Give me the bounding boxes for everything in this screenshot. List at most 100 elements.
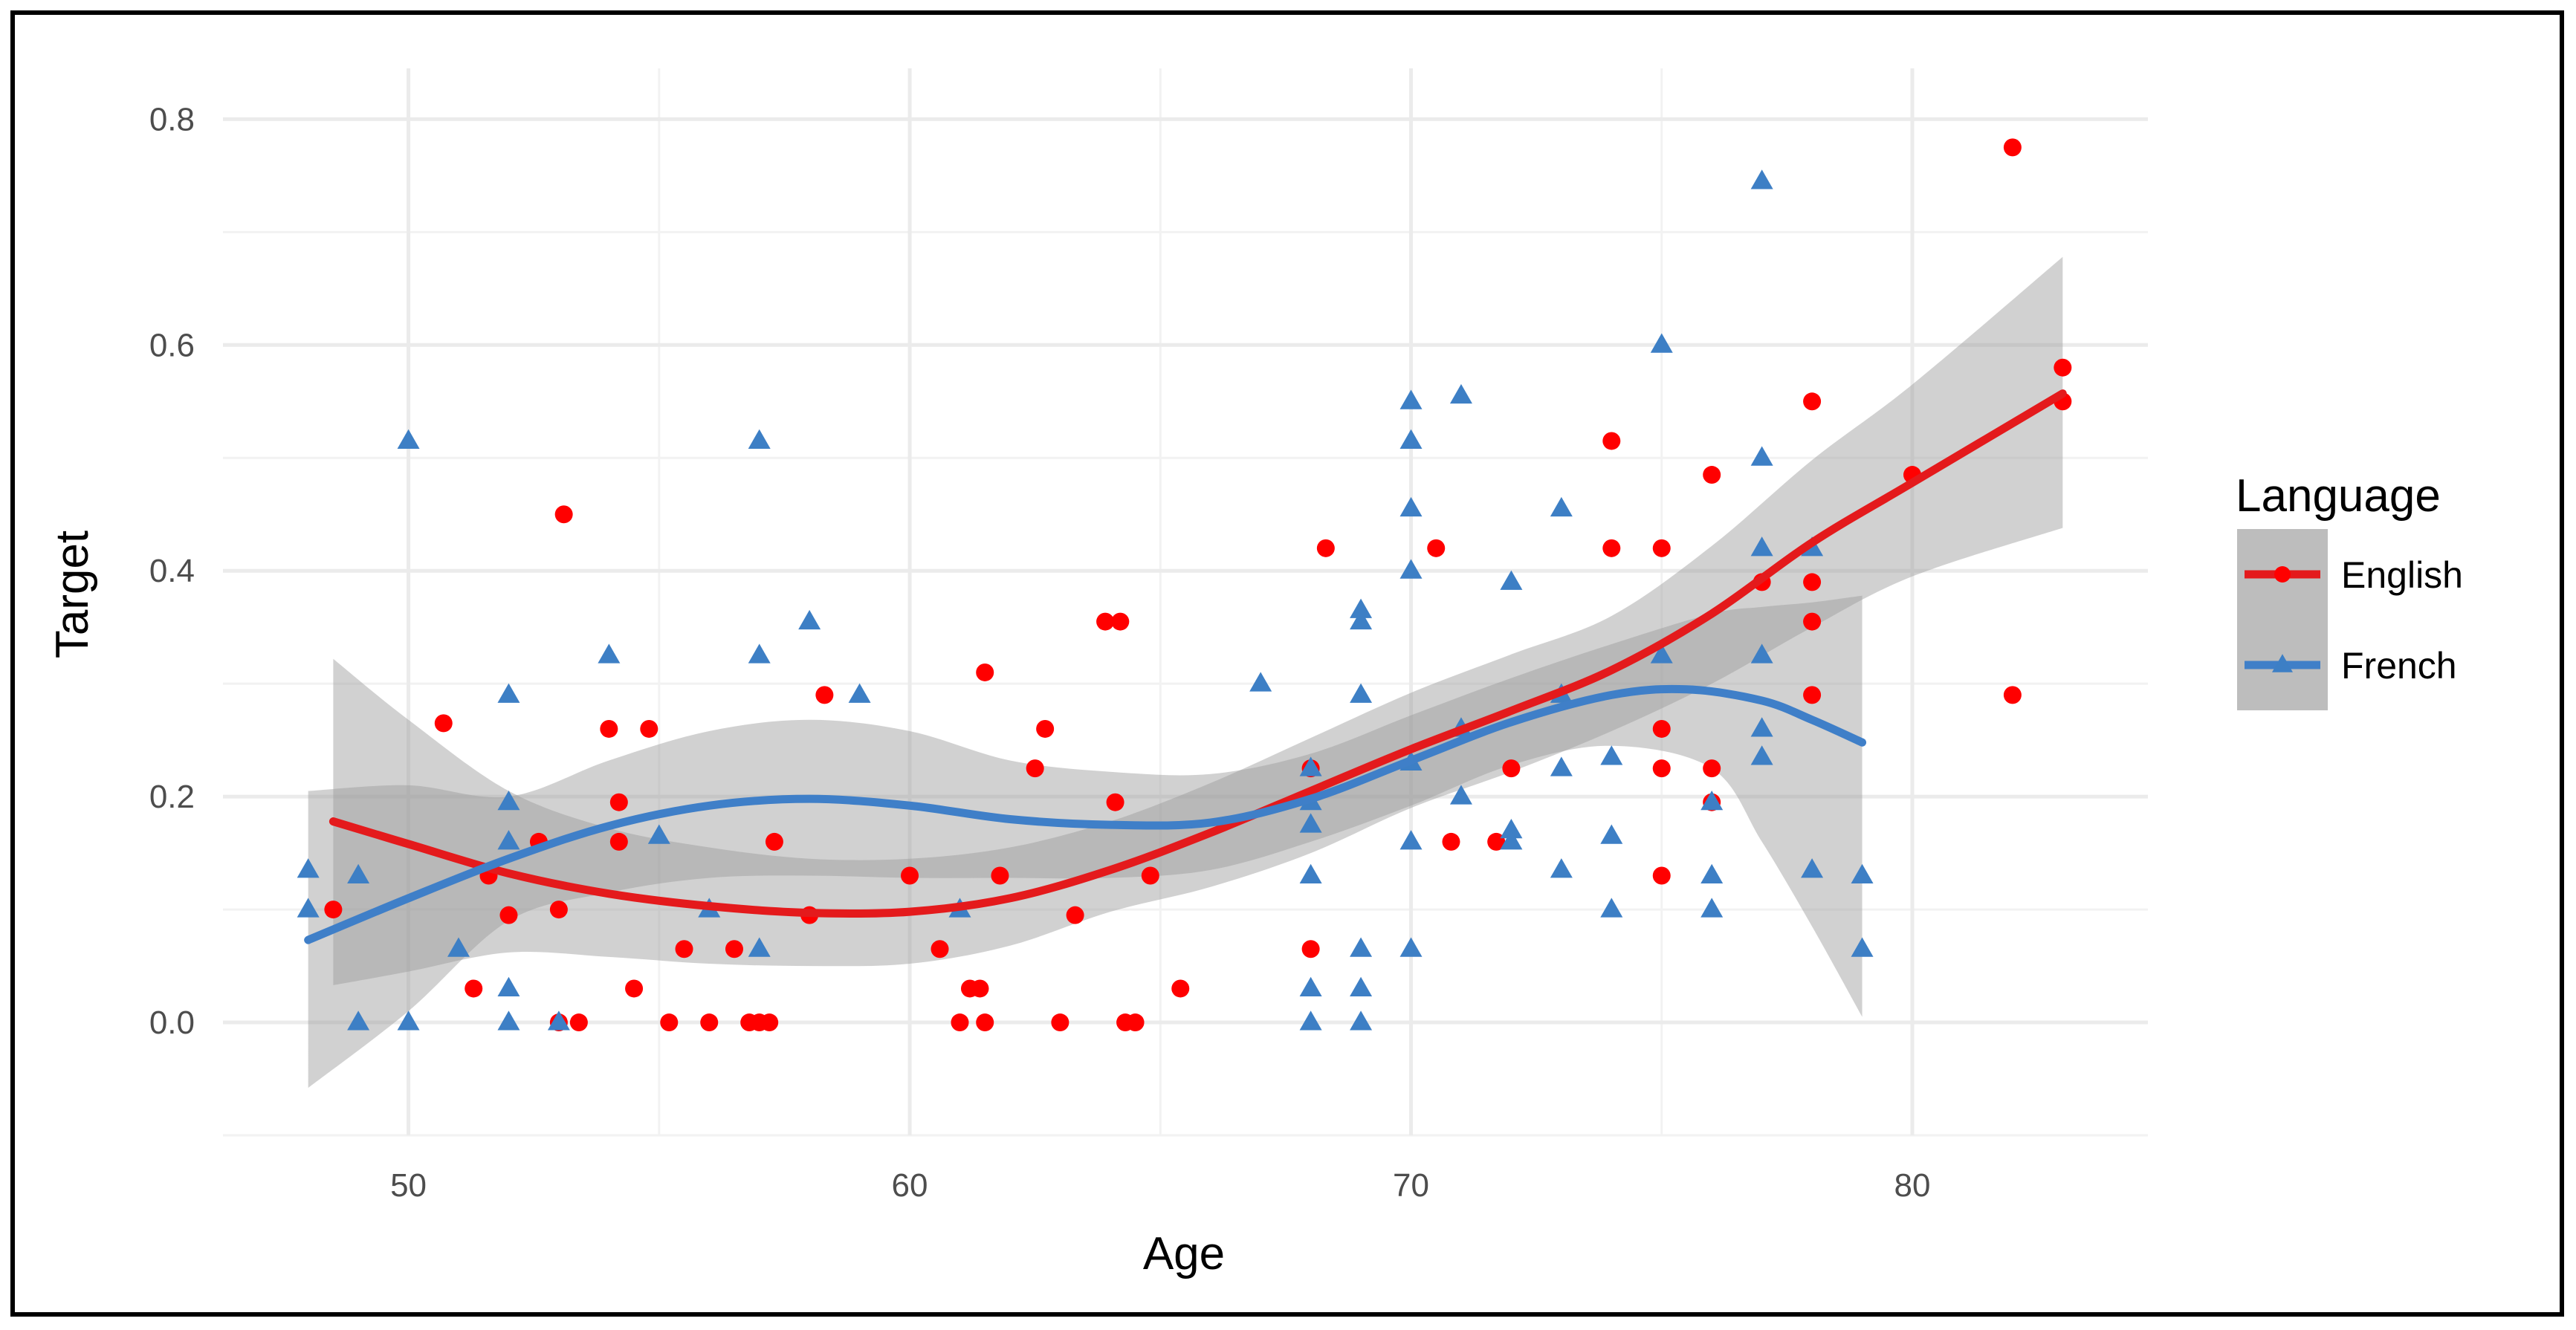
french-point <box>297 898 320 918</box>
y-tick-label: 0.6 <box>149 327 195 363</box>
french-point <box>1399 496 1423 517</box>
x-axis-title: Age <box>1143 1228 1225 1279</box>
french-point <box>1750 643 1773 664</box>
french-point <box>397 1011 420 1031</box>
french-point <box>1600 745 1623 765</box>
english-point <box>434 714 453 733</box>
french-point <box>297 858 320 878</box>
french-point <box>1700 898 1724 918</box>
english-point <box>640 719 658 738</box>
french-point <box>1750 745 1773 765</box>
french-point <box>1700 863 1724 883</box>
english-point <box>725 940 743 958</box>
french-point <box>1500 818 1523 839</box>
french-point <box>1350 1011 1373 1031</box>
english-legend-label: English <box>2341 554 2463 596</box>
english-point <box>1096 612 1115 631</box>
french-point <box>497 790 520 811</box>
english-point <box>951 1013 969 1032</box>
y-tick-label: 0.4 <box>149 553 195 589</box>
x-tick-label: 70 <box>1393 1167 1429 1204</box>
english-point <box>1703 759 1721 778</box>
english-point <box>1066 906 1084 924</box>
french-point <box>1449 785 1472 805</box>
french-point <box>1550 756 1573 776</box>
english-point <box>1652 539 1671 557</box>
english-point <box>1652 759 1671 778</box>
english-legend-marker <box>2274 566 2291 583</box>
english-point <box>1803 392 1822 411</box>
french-point <box>1399 389 1423 409</box>
english-point <box>815 686 834 704</box>
y-axis-title: Target <box>47 531 98 658</box>
french-point <box>497 976 520 996</box>
french-point <box>1801 858 1824 878</box>
english-point <box>1442 832 1460 851</box>
x-tick-label: 50 <box>390 1167 427 1204</box>
french-point <box>1550 858 1573 878</box>
french-point <box>1500 570 1523 590</box>
y-tick-label: 0.2 <box>149 779 195 815</box>
english-point <box>499 906 518 924</box>
french-point <box>1350 609 1373 630</box>
french-point <box>748 643 771 664</box>
english-point <box>549 901 568 919</box>
french-point <box>1399 830 1423 850</box>
english-point <box>931 940 949 958</box>
english-point <box>569 1013 588 1032</box>
french-point <box>748 429 771 449</box>
english-point <box>1803 686 1822 704</box>
french-fit-line <box>304 684 1867 944</box>
french-point <box>347 1011 370 1031</box>
x-tick-label: 80 <box>1894 1167 1931 1204</box>
french-point <box>1650 643 1673 664</box>
smooth-fit-lines <box>304 389 2067 944</box>
french-point <box>1299 1011 1322 1031</box>
english-point <box>901 866 919 885</box>
english-point <box>1301 940 1320 958</box>
major-gridlines <box>223 68 2148 1135</box>
french-point <box>1299 813 1322 833</box>
french-point <box>1350 598 1373 618</box>
english-point <box>1427 539 1446 557</box>
french-point <box>1350 683 1373 703</box>
english-point <box>1703 466 1721 484</box>
english-point <box>1652 866 1671 885</box>
french-legend-label: French <box>2341 645 2457 687</box>
english-point <box>554 505 573 524</box>
english-point <box>465 979 483 998</box>
confidence-bands <box>308 256 2063 1089</box>
minor-gridlines <box>223 68 2148 1137</box>
french-point <box>647 824 670 844</box>
french-point <box>1500 830 1523 850</box>
french-point <box>1600 824 1623 844</box>
english-point <box>1106 793 1124 811</box>
english-point <box>675 940 693 958</box>
french-point <box>1299 976 1322 996</box>
french-point <box>1750 446 1773 466</box>
english-point <box>1141 866 1159 885</box>
french-point <box>497 683 520 703</box>
english-point <box>1502 759 1521 778</box>
french-point <box>1600 898 1623 918</box>
english-point <box>976 663 994 681</box>
french-point <box>748 937 771 957</box>
french-point <box>1750 717 1773 737</box>
french-point <box>1299 756 1322 776</box>
english-point <box>1051 1013 1069 1032</box>
chart-frame <box>10 10 2564 1317</box>
french-point <box>347 863 370 883</box>
english-point <box>660 1013 679 1032</box>
french-point <box>447 937 470 957</box>
french-point <box>1399 429 1423 449</box>
english-point <box>609 832 628 851</box>
x-tick-label: 60 <box>892 1167 928 1204</box>
french-point <box>1700 790 1724 811</box>
english-point <box>609 793 628 811</box>
english-point <box>760 1013 779 1032</box>
french-point <box>1750 169 1773 189</box>
french-point <box>598 643 621 664</box>
french-legend-marker <box>2272 654 2293 672</box>
english-point <box>971 979 989 998</box>
english-point <box>324 901 343 919</box>
